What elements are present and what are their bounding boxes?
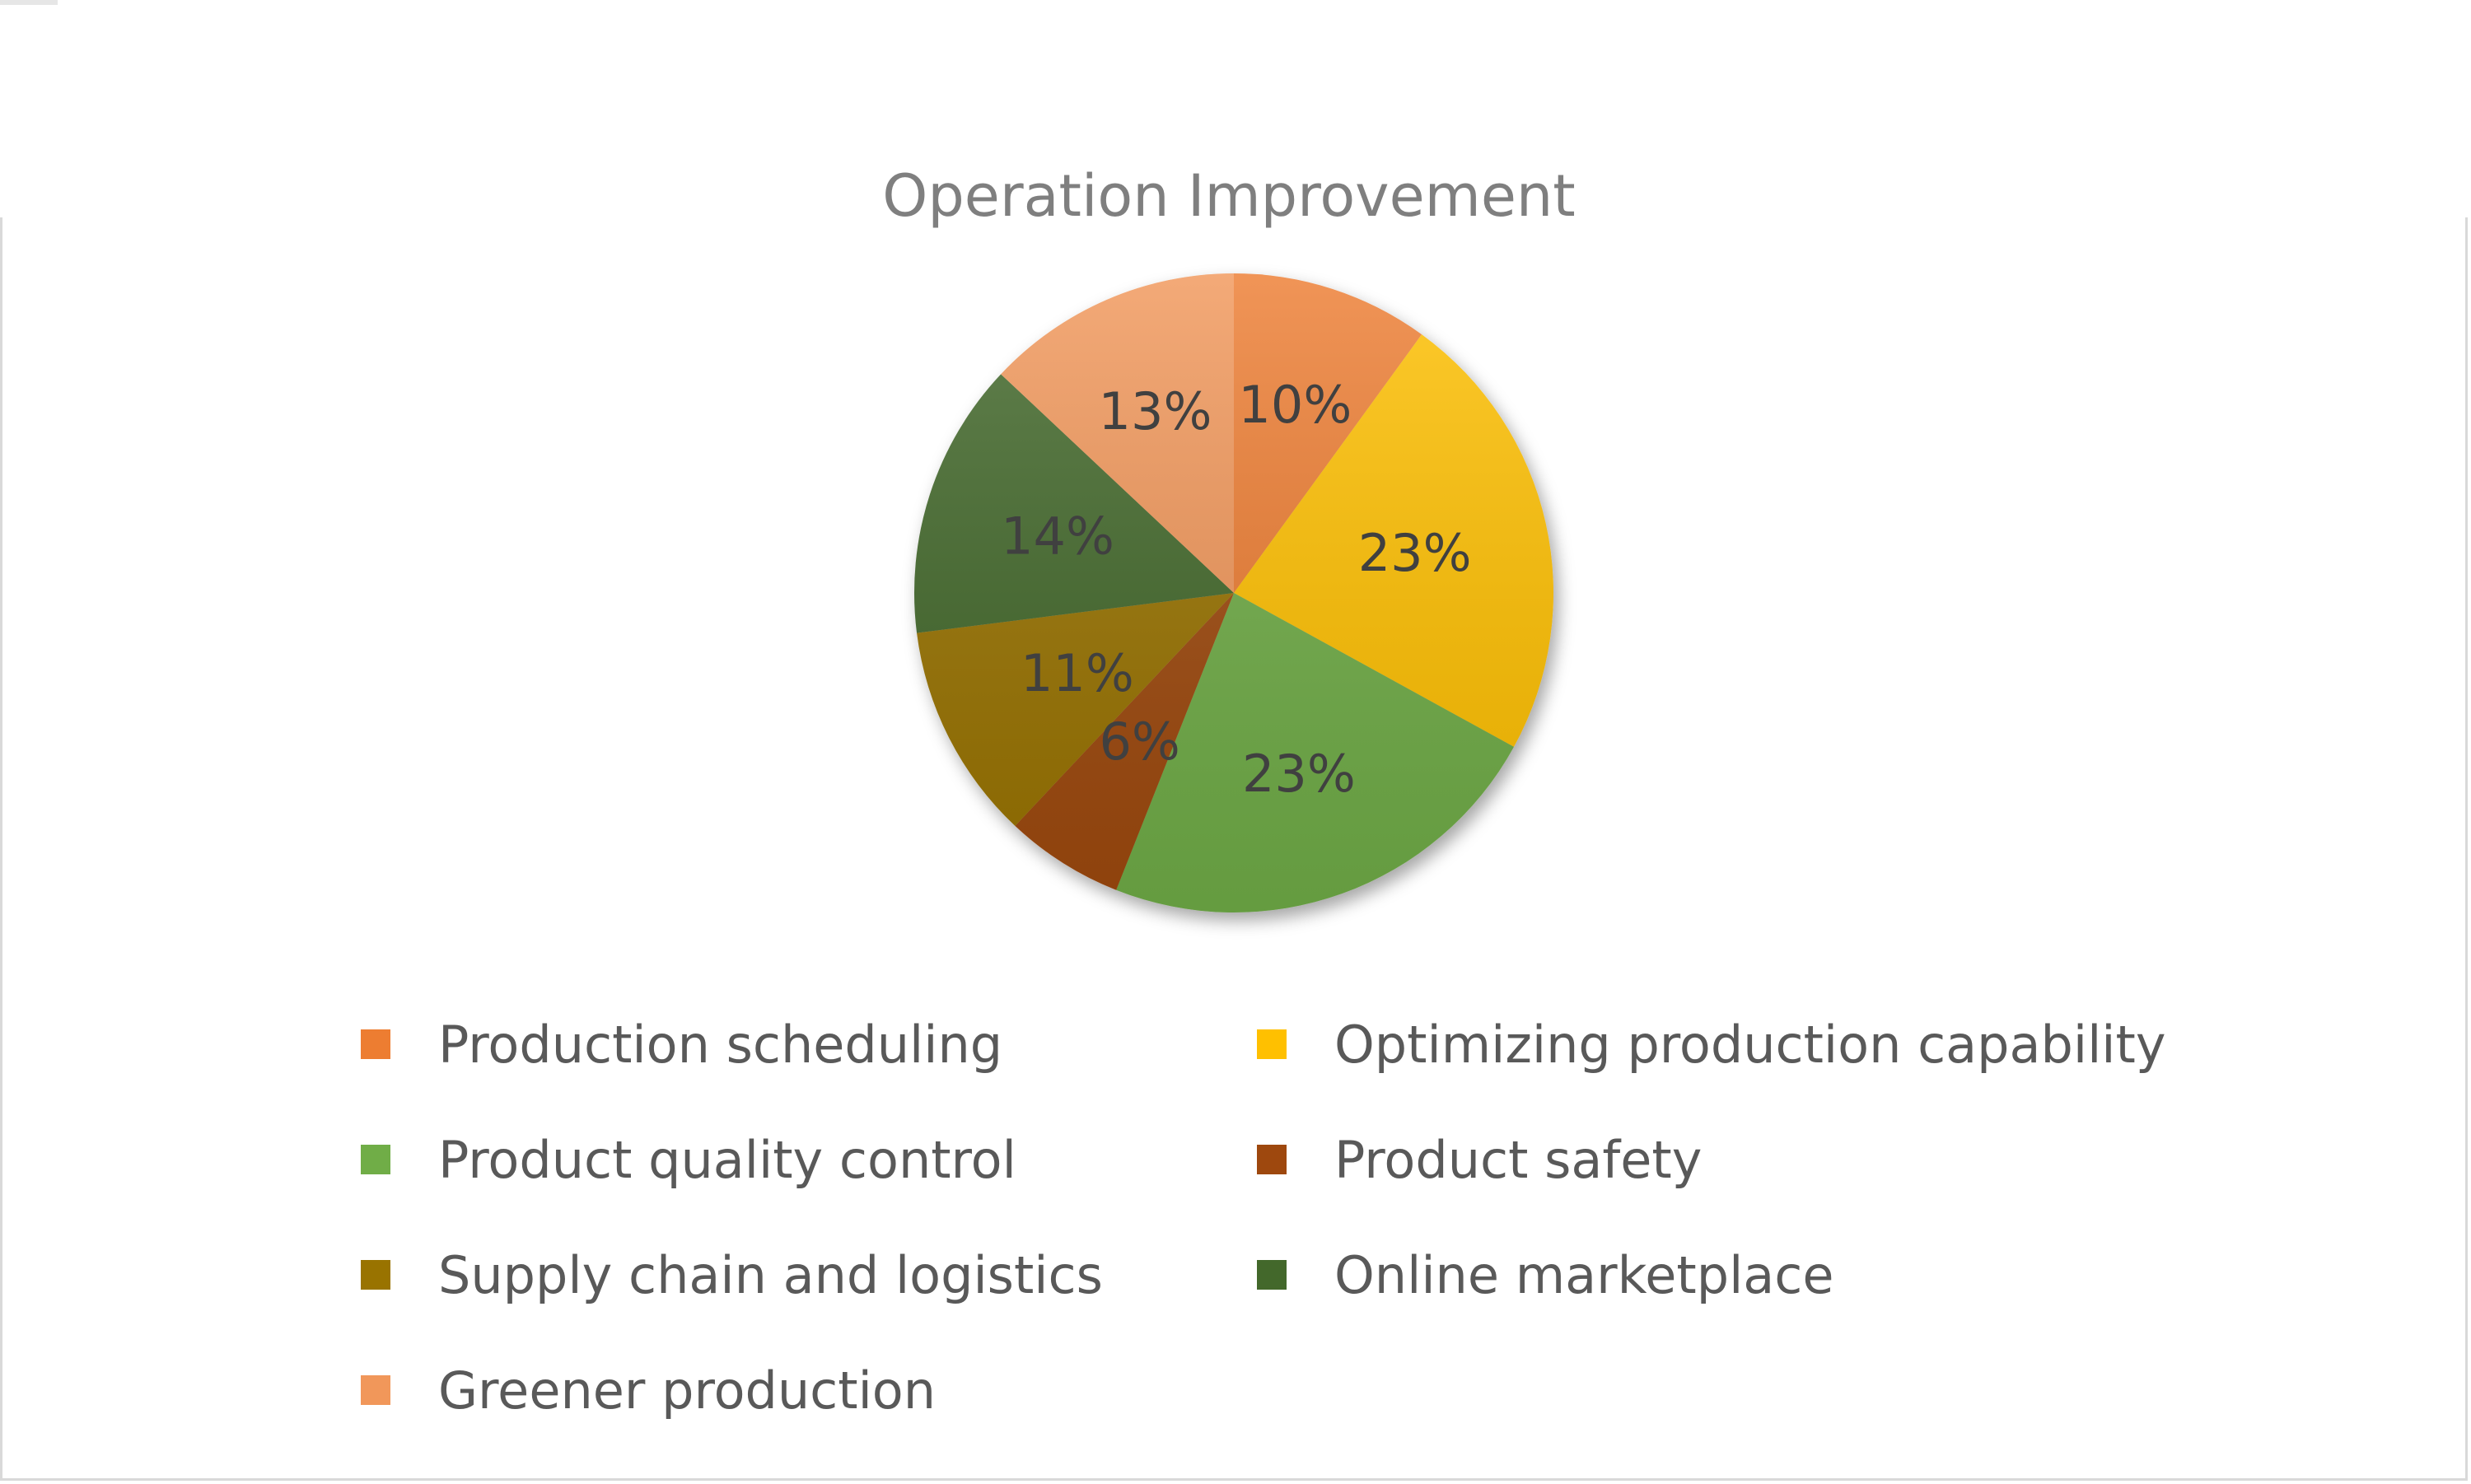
legend-swatch	[1257, 1029, 1287, 1059]
data-label-online-marketplace: 14%	[1001, 506, 1114, 566]
chart-area	[0, 217, 2468, 1481]
legend-swatch	[361, 1029, 390, 1059]
corner-mark	[0, 0, 58, 5]
legend-item-production-scheduling: Production scheduling	[361, 1015, 1002, 1075]
legend-swatch	[361, 1145, 390, 1174]
data-label-product-safety: 6%	[1099, 712, 1179, 772]
legend: Production scheduling Optimizing producti…	[361, 1015, 2166, 1421]
legend-item-optimizing-production-capability: Optimizing production capability	[1257, 1015, 2166, 1075]
legend-label: Product safety	[1334, 1130, 1702, 1190]
legend-item-supply-chain-and-logistics: Supply chain and logistics	[361, 1245, 1103, 1305]
legend-label: Greener production	[438, 1360, 936, 1421]
data-label-production-scheduling: 10%	[1238, 375, 1352, 435]
pie-gloss	[914, 273, 1553, 912]
legend-label: Online marketplace	[1334, 1245, 1834, 1305]
data-labels: 10% 23% 23% 6% 11% 14% 13%	[1001, 375, 1471, 804]
legend-swatch	[1257, 1145, 1287, 1174]
legend-label: Supply chain and logistics	[438, 1245, 1103, 1305]
legend-label: Optimizing production capability	[1334, 1015, 2166, 1075]
chart-title: Operation Improvement	[882, 162, 1576, 230]
legend-label: Production scheduling	[438, 1015, 1002, 1075]
legend-item-online-marketplace: Online marketplace	[1257, 1245, 1834, 1305]
legend-label: Product quality control	[438, 1130, 1016, 1190]
data-label-product-quality-control: 23%	[1242, 744, 1356, 804]
data-label-optimizing-production-capability: 23%	[1358, 523, 1472, 583]
legend-item-greener-production: Greener production	[361, 1360, 936, 1421]
legend-swatch	[361, 1375, 390, 1405]
legend-swatch	[361, 1260, 390, 1290]
legend-swatch	[1257, 1260, 1287, 1290]
data-label-greener-production: 13%	[1099, 381, 1212, 441]
data-label-supply-chain-and-logistics: 11%	[1021, 643, 1134, 703]
legend-item-product-safety: Product safety	[1257, 1130, 1702, 1190]
legend-item-product-quality-control: Product quality control	[361, 1130, 1016, 1190]
